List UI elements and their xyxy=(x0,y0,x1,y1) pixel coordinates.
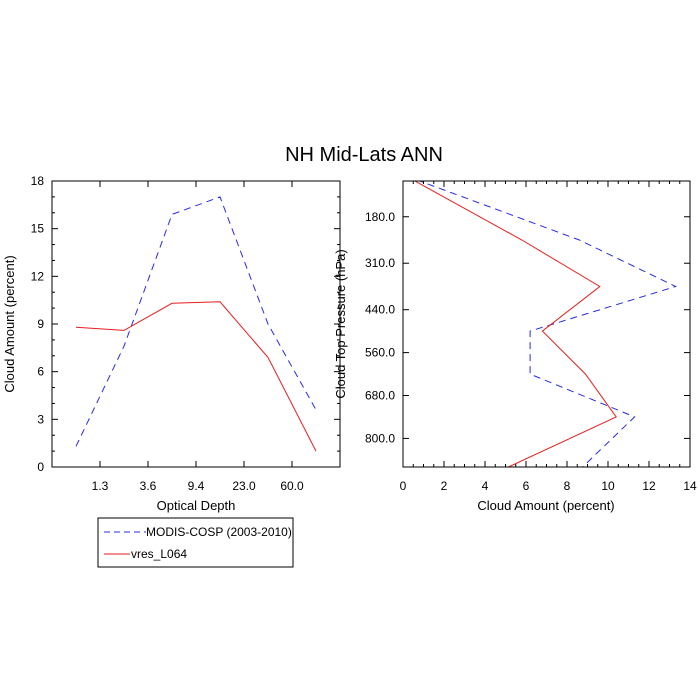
legend-label-model: vres_L064 xyxy=(131,547,187,561)
optical-depth-x-tick-label: 9.4 xyxy=(188,479,205,493)
cloud-top-pressure-y-tick-label: 440.0 xyxy=(365,303,395,317)
cloud-top-pressure-series-modis-line xyxy=(418,181,678,467)
optical-depth-series-model-point xyxy=(75,326,77,328)
cloud-top-pressure-y-tick-label: 800.0 xyxy=(365,431,395,445)
optical-depth-x-tick-label: 3.6 xyxy=(140,479,157,493)
optical-depth-y-tick-label: 15 xyxy=(31,222,45,236)
optical-depth-series-model-point xyxy=(267,356,269,358)
cloud-top-pressure-x-tick-label: 4 xyxy=(482,479,489,493)
cloud-top-pressure-panel: 180.0 310.0 440.0 560.0 680.0 800.0 0 2 4 6 8 10 12 1… xyxy=(333,180,697,513)
optical-depth-series-modis-point xyxy=(171,213,173,215)
optical-depth-lines xyxy=(75,196,317,452)
cloud-top-pressure-series-model-point xyxy=(599,285,601,287)
cloud-top-pressure-series-modis-point xyxy=(529,330,531,332)
cloud-top-pressure-series-modis-point xyxy=(529,373,531,375)
optical-depth-x-tick-label: 60.0 xyxy=(280,479,304,493)
cloud-top-pressure-lines xyxy=(413,181,678,467)
cloud-top-pressure-series-modis-point xyxy=(578,239,580,241)
cloud-top-pressure-y-tick-label: 560.0 xyxy=(365,346,395,360)
legend-box xyxy=(97,517,294,568)
cloud-top-pressure-plot-frame xyxy=(402,180,691,468)
cloud-top-pressure-series-model-point xyxy=(521,239,523,241)
cloud-top-pressure-series-model-point xyxy=(584,373,586,375)
cloud-top-pressure-series-modis-point xyxy=(674,285,676,287)
cloud-top-pressure-y-tick-label: 180.0 xyxy=(365,210,395,224)
optical-depth-y-tick-label: 9 xyxy=(37,317,44,331)
cloud-top-pressure-series-model-point xyxy=(615,416,617,418)
optical-depth-y-tick-label: 0 xyxy=(37,460,44,474)
cloud-top-pressure-x-tick-label: 14 xyxy=(683,479,697,493)
cloud-top-pressure-y-axis-label: Cloud Top Pressure (hPa) xyxy=(333,249,348,398)
cloud-top-pressure-series-modis-point xyxy=(633,416,635,418)
cloud-top-pressure-x-tick-label: 12 xyxy=(642,479,656,493)
optical-depth-x-tick-label: 23.0 xyxy=(232,479,256,493)
optical-depth-y-tick-label: 18 xyxy=(31,174,45,188)
cloud-top-pressure-x-tick-label: 10 xyxy=(601,479,615,493)
optical-depth-plot-frame xyxy=(51,180,341,468)
optical-depth-y-tick-label: 3 xyxy=(37,412,44,426)
optical-depth-y-tick-label: 12 xyxy=(31,269,45,283)
optical-depth-y-axis-label: Cloud Amount (percent) xyxy=(2,255,17,392)
figure-title: NH Mid-Lats ANN xyxy=(285,144,443,166)
optical-depth-series-model-point xyxy=(315,450,317,452)
cloud-top-pressure-series-model-point xyxy=(541,330,543,332)
optical-depth-x-axis-label: Optical Depth xyxy=(157,498,236,513)
cloud-top-pressure-x-axis-label: Cloud Amount (percent) xyxy=(477,498,614,513)
optical-depth-series-model-line xyxy=(75,301,317,452)
optical-depth-y-tick-label: 6 xyxy=(37,365,44,379)
optical-depth-series-modis-point xyxy=(315,409,317,411)
cloud-top-pressure-x-tick-label: 2 xyxy=(441,479,448,493)
optical-depth-series-model-point xyxy=(219,301,221,303)
optical-depth-series-modis-point xyxy=(75,445,77,447)
cloud-top-pressure-x-tick-label: 8 xyxy=(564,479,571,493)
optical-depth-series-model-point xyxy=(123,329,125,331)
legend-label-modis: MODIS-COSP (2003-2010) xyxy=(146,525,292,539)
optical-depth-series-modis-point xyxy=(219,196,221,198)
cloud-top-pressure-y-tick-label: 310.0 xyxy=(365,256,395,270)
cloud-top-pressure-series-model-line xyxy=(413,181,617,467)
optical-depth-series-modis-point xyxy=(123,345,125,347)
optical-depth-x-tick-label: 1.3 xyxy=(92,479,109,493)
optical-depth-series-modis-point xyxy=(267,323,269,325)
legend: MODIS-COSP (2003-2010) vres_L064 xyxy=(97,517,294,568)
optical-depth-panel: 0 3 6 9 12 15 18 1.3 3.6 9.4 23.0 60.0 Optical Dept… xyxy=(2,174,341,513)
optical-depth-series-modis-line xyxy=(75,196,317,447)
cloud-top-pressure-x-tick-label: 0 xyxy=(400,479,407,493)
optical-depth-series-model-point xyxy=(171,302,173,304)
cloud-top-pressure-y-tick-label: 680.0 xyxy=(365,389,395,403)
cloud-top-pressure-x-tick-label: 6 xyxy=(523,479,530,493)
